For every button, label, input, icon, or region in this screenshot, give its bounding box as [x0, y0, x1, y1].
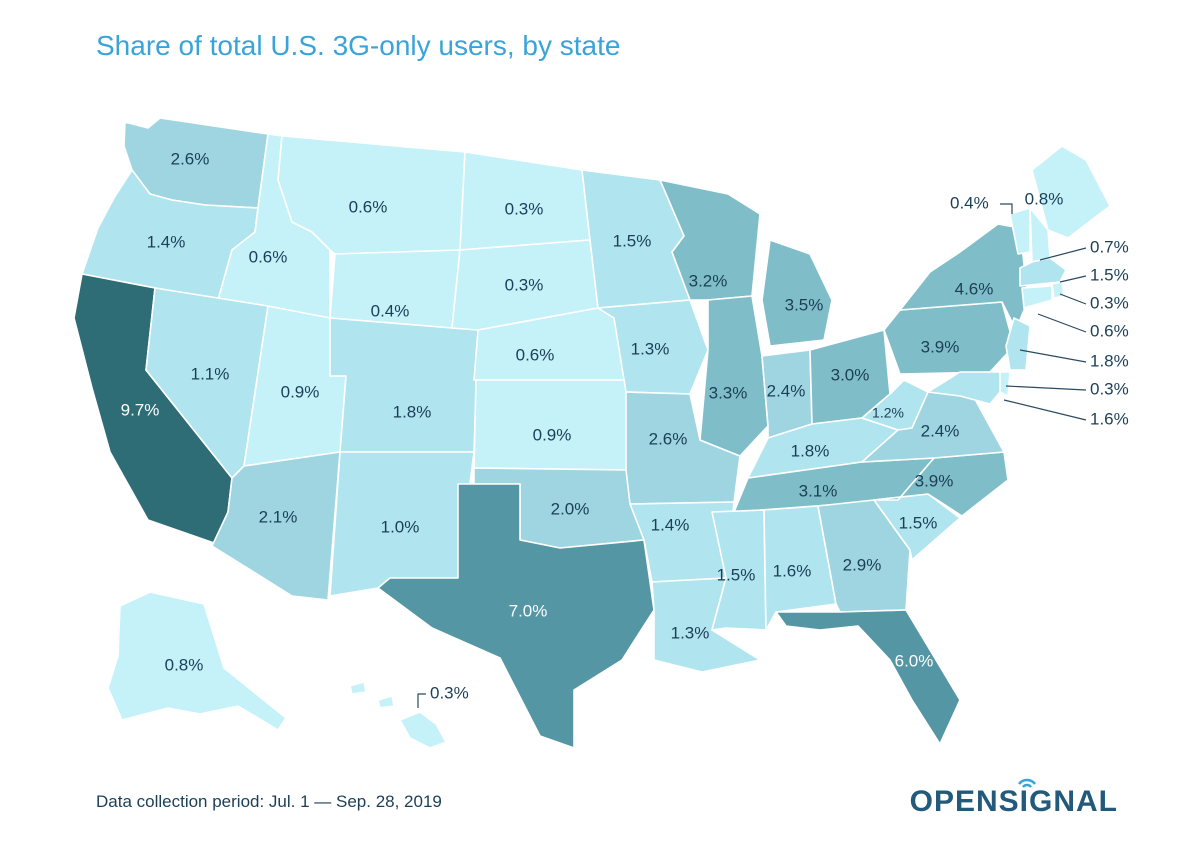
state-value-label-mo: 2.6%	[649, 429, 688, 448]
state-value-label-wy: 0.4%	[371, 301, 410, 320]
state-value-label-ia: 1.3%	[631, 339, 670, 358]
state-value-label-vt: 0.4%	[950, 193, 989, 212]
leader-line-ri	[1059, 293, 1087, 305]
state-value-label-il: 3.3%	[709, 383, 748, 402]
state-de	[999, 371, 1011, 397]
state-md	[927, 371, 1001, 405]
leader-line-de	[1005, 385, 1087, 391]
state-value-label-wa: 2.6%	[171, 149, 210, 168]
state-ma	[1019, 257, 1067, 287]
state-value-label-ut: 0.9%	[281, 382, 320, 401]
state-value-label-nh: 0.7%	[1090, 237, 1129, 256]
state-co	[329, 317, 479, 453]
state-value-label-in: 2.4%	[767, 381, 806, 400]
state-value-label-md: 1.6%	[1090, 409, 1129, 428]
state-value-label-me: 0.8%	[1025, 189, 1064, 208]
state-value-label-ct: 0.6%	[1090, 321, 1129, 340]
state-nj	[1005, 317, 1031, 371]
state-value-label-nj: 1.8%	[1090, 351, 1129, 370]
state-value-label-oh: 3.0%	[831, 365, 870, 384]
state-value-label-wi: 3.2%	[689, 271, 728, 290]
state-value-label-tn: 3.1%	[799, 481, 838, 500]
state-value-label-nd: 0.3%	[505, 199, 544, 218]
state-fl	[775, 609, 961, 745]
state-value-label-sc: 1.5%	[899, 513, 938, 532]
state-value-label-hi: 0.3%	[430, 683, 469, 702]
state-ct	[1021, 285, 1053, 309]
state-value-label-co: 1.8%	[393, 402, 432, 421]
state-value-label-pa: 3.9%	[921, 337, 960, 356]
leader-line-md	[1003, 399, 1087, 421]
state-value-label-ne: 0.6%	[516, 345, 555, 364]
state-value-label-ga: 2.9%	[843, 555, 882, 574]
map-title: Share of total U.S. 3G-only users, by st…	[96, 30, 621, 61]
state-value-label-nm: 1.0%	[381, 517, 420, 536]
state-value-label-mt: 0.6%	[349, 197, 388, 216]
state-value-label-ri: 0.3%	[1090, 293, 1129, 312]
state-value-label-va: 2.4%	[921, 421, 960, 440]
state-value-label-nc: 3.9%	[915, 471, 954, 490]
state-value-label-ak: 0.8%	[165, 655, 204, 674]
state-value-label-mn: 1.5%	[613, 231, 652, 250]
state-value-label-ms: 1.5%	[717, 565, 756, 584]
state-value-label-de: 0.3%	[1090, 379, 1129, 398]
state-mo	[625, 391, 741, 505]
state-value-label-ky: 1.8%	[791, 441, 830, 460]
state-vt	[1009, 207, 1031, 255]
state-hi	[349, 681, 447, 749]
state-value-label-mi: 3.5%	[785, 295, 824, 314]
state-value-label-ny: 4.6%	[955, 279, 994, 298]
state-il	[699, 295, 769, 457]
leader-line-ma	[1059, 275, 1087, 283]
state-value-label-ok: 2.0%	[551, 499, 590, 518]
state-value-label-wv: 1.2%	[872, 405, 904, 421]
state-tx	[377, 483, 655, 749]
leader-line-hi	[417, 693, 426, 708]
state-value-label-la: 1.3%	[671, 623, 710, 642]
state-value-label-ks: 0.9%	[533, 425, 572, 444]
state-value-label-ar: 1.4%	[651, 515, 690, 534]
leader-line-nh	[1039, 247, 1087, 261]
state-value-label-id: 0.6%	[249, 247, 288, 266]
state-ak	[107, 591, 287, 731]
state-value-label-sd: 0.3%	[505, 275, 544, 294]
state-value-label-ca: 9.7%	[121, 400, 160, 419]
state-value-label-ma: 1.5%	[1090, 265, 1129, 284]
state-ri	[1051, 281, 1065, 299]
state-value-label-az: 2.1%	[259, 507, 298, 526]
state-value-label-fl: 6.0%	[895, 651, 934, 670]
state-al	[763, 505, 837, 631]
state-value-label-nv: 1.1%	[191, 364, 230, 383]
leader-line-nj	[1019, 349, 1087, 363]
opensignal-logo: OPENSIGNAL	[909, 785, 1118, 818]
state-value-label-al: 1.6%	[773, 561, 812, 580]
state-value-label-tx: 7.0%	[509, 601, 548, 620]
leader-line-vt	[1000, 203, 1013, 214]
state-mi	[761, 239, 833, 347]
signal-icon	[1018, 778, 1036, 788]
data-collection-note: Data collection period: Jul. 1 — Sep. 28…	[96, 792, 442, 811]
leader-line-ct	[1037, 313, 1087, 333]
state-value-label-or: 1.4%	[147, 232, 186, 251]
